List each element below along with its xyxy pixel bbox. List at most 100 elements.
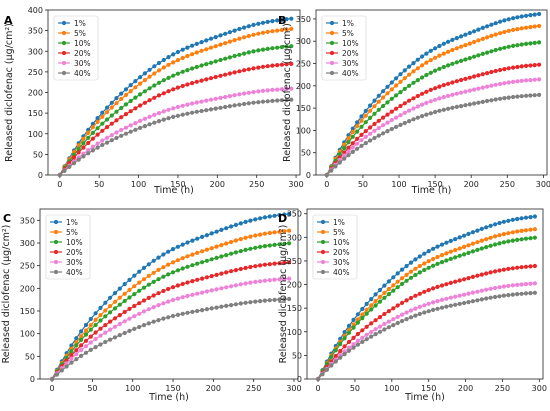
- data-point: [175, 104, 180, 110]
- data-point: [523, 215, 529, 220]
- data-point: [519, 265, 524, 270]
- data-point: [510, 292, 515, 297]
- data-point: [275, 45, 280, 50]
- data-point: [372, 128, 377, 133]
- data-point: [493, 82, 498, 87]
- data-point: [74, 357, 79, 362]
- data-point: [489, 49, 494, 54]
- data-point: [151, 258, 156, 263]
- data-point: [258, 263, 263, 268]
- data-point: [109, 133, 114, 138]
- data-point: [147, 114, 152, 119]
- data-point: [457, 235, 462, 240]
- data-point: [448, 238, 453, 243]
- data-point: [363, 120, 368, 125]
- data-point: [506, 44, 511, 49]
- data-point: [428, 111, 433, 116]
- data-point: [501, 293, 506, 298]
- data-point: [81, 136, 86, 141]
- data-point: [242, 51, 247, 56]
- data-point: [132, 303, 137, 309]
- data-point: [229, 303, 234, 308]
- data-point: [152, 83, 157, 88]
- data-point: [128, 89, 133, 94]
- data-point: [470, 230, 475, 235]
- data-point: [100, 121, 105, 126]
- data-point: [279, 27, 284, 33]
- data-point: [400, 300, 405, 305]
- data-point: [400, 276, 405, 281]
- data-point: [422, 267, 427, 273]
- data-point: [142, 71, 147, 76]
- data-point: [407, 83, 412, 88]
- data-point: [479, 297, 484, 302]
- data-point: [467, 75, 472, 80]
- data-point: [360, 335, 365, 340]
- data-point: [537, 11, 542, 17]
- y-tick-label: 200: [296, 82, 311, 91]
- data-point: [133, 95, 138, 100]
- data-point: [342, 153, 347, 158]
- data-point: [386, 325, 391, 330]
- data-point: [382, 290, 387, 295]
- data-point: [342, 146, 347, 151]
- data-point: [435, 306, 440, 311]
- data-point: [279, 45, 284, 50]
- legend-entry: 30%: [74, 59, 91, 68]
- data-point: [279, 62, 284, 67]
- data-point: [214, 229, 219, 234]
- data-point: [123, 125, 129, 130]
- legend-swatch-marker: [53, 269, 59, 275]
- data-point: [519, 26, 524, 31]
- data-point: [194, 79, 199, 84]
- data-point: [488, 243, 493, 248]
- data-point: [506, 239, 511, 244]
- data-point: [394, 76, 399, 81]
- data-point: [402, 76, 407, 81]
- data-point: [415, 78, 420, 83]
- data-point: [377, 294, 383, 299]
- data-point: [506, 283, 511, 288]
- data-point: [209, 274, 214, 279]
- plot-frame: [39, 208, 299, 380]
- data-point: [435, 261, 440, 266]
- data-point: [190, 279, 195, 284]
- data-point: [223, 41, 228, 46]
- data-point: [376, 118, 381, 123]
- data-point: [453, 294, 458, 299]
- data-point: [506, 28, 511, 33]
- data-point: [475, 228, 480, 233]
- data-point: [284, 44, 289, 49]
- data-point: [415, 104, 420, 109]
- data-point: [426, 301, 431, 306]
- panel-letter: D: [278, 212, 287, 225]
- data-point: [253, 279, 258, 284]
- data-point: [200, 260, 205, 265]
- data-point: [156, 119, 162, 124]
- data-point: [71, 155, 77, 160]
- data-point: [355, 124, 360, 129]
- data-point: [381, 115, 386, 120]
- data-point: [467, 56, 472, 61]
- data-point: [213, 59, 218, 64]
- data-point: [519, 78, 524, 83]
- data-point: [282, 229, 287, 234]
- x-tick-label: 300: [532, 384, 547, 393]
- data-point: [476, 38, 481, 43]
- data-point: [141, 285, 147, 290]
- data-point: [498, 96, 503, 101]
- legend-swatch-marker: [329, 30, 335, 36]
- data-point: [108, 310, 113, 315]
- data-point: [346, 140, 351, 145]
- data-point: [466, 231, 471, 236]
- data-point: [501, 219, 506, 224]
- data-point: [119, 96, 124, 102]
- data-point: [277, 277, 282, 282]
- data-point: [428, 70, 433, 75]
- data-point: [156, 60, 162, 66]
- data-point: [185, 310, 190, 315]
- data-point: [381, 123, 386, 128]
- data-point: [109, 121, 114, 126]
- data-point: [519, 291, 524, 296]
- data-point: [64, 364, 69, 369]
